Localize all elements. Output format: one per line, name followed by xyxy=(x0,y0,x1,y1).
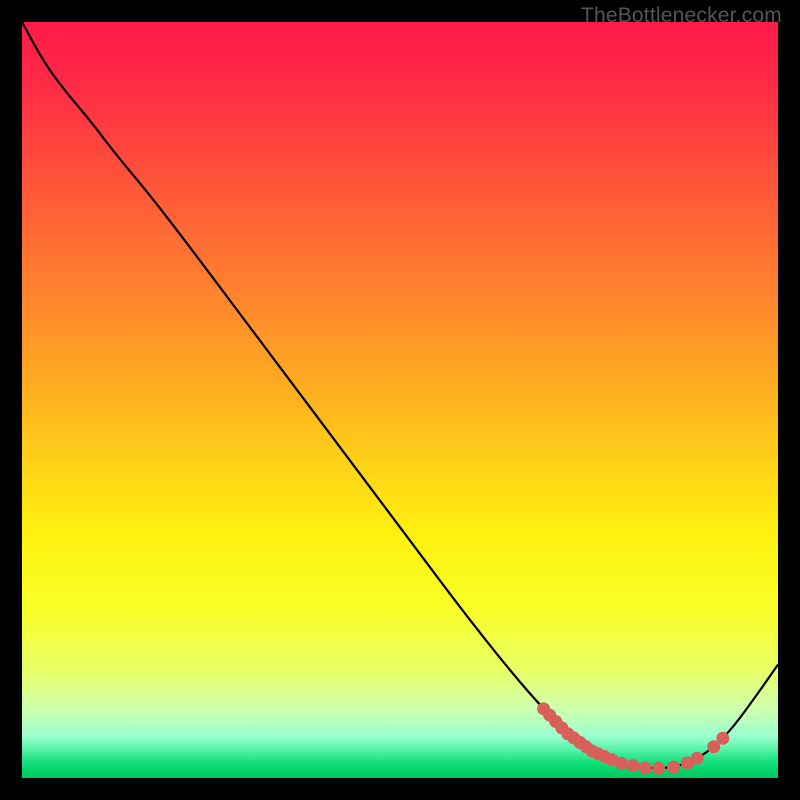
chart-background-gradient xyxy=(22,22,778,778)
data-marker xyxy=(639,762,651,774)
data-marker xyxy=(627,760,639,772)
bottleneck-chart xyxy=(0,0,800,800)
data-marker xyxy=(717,732,729,744)
data-marker xyxy=(616,757,628,769)
data-marker xyxy=(668,761,680,773)
watermark-text: TheBottlenecker.com xyxy=(581,4,782,28)
data-marker xyxy=(691,752,703,764)
data-marker xyxy=(653,762,665,774)
